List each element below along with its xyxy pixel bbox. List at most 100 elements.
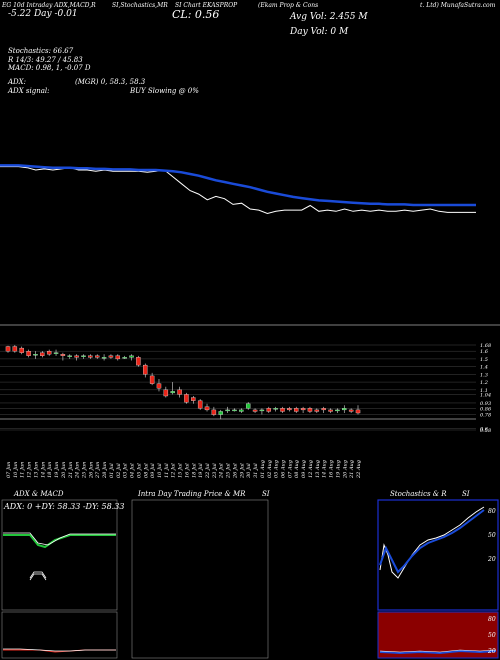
candle bbox=[170, 382, 175, 395]
candle-body bbox=[211, 409, 217, 415]
date-tick-label: 10 Jun bbox=[13, 462, 19, 478]
price-tick-label: 1.04 bbox=[480, 392, 491, 398]
candle bbox=[101, 354, 107, 361]
candle-body bbox=[191, 397, 196, 401]
adx-pane-title: ADX & MACD bbox=[14, 490, 64, 498]
date-tick-label: 13 Aug bbox=[315, 460, 321, 478]
candle-body bbox=[163, 389, 169, 397]
date-tick-label: 22 Aug bbox=[356, 460, 362, 479]
intraday-pane-frame bbox=[131, 499, 269, 659]
date-tick-label: 09 Jul bbox=[150, 463, 156, 478]
candle bbox=[19, 346, 24, 355]
header-title-far: (Ekam Prop & Cons bbox=[258, 2, 319, 9]
candle bbox=[294, 406, 299, 413]
stat-adx-values: (MGR) 0, 58.3, 58.3 bbox=[75, 78, 146, 86]
candle-body bbox=[101, 357, 107, 359]
date-tick-label: 19 Jul bbox=[198, 463, 204, 478]
macd-white-line bbox=[3, 648, 116, 652]
date-tick-label: 04 Jul bbox=[130, 463, 136, 478]
price-tick-label: 1.4 bbox=[480, 365, 488, 371]
candle bbox=[26, 349, 31, 358]
price-tick-label: 1.5 bbox=[480, 357, 488, 363]
rsi-tick-20: 20 bbox=[488, 648, 496, 655]
candle bbox=[197, 399, 203, 410]
ema-line bbox=[0, 164, 476, 207]
date-tick-label: 09 Aug bbox=[301, 460, 307, 478]
candle bbox=[259, 408, 265, 415]
candle-body bbox=[156, 383, 162, 389]
candle-body bbox=[67, 355, 72, 357]
candle-body bbox=[348, 409, 354, 412]
date-tick-label: 12 Jun bbox=[27, 462, 33, 478]
candle-body bbox=[74, 355, 79, 358]
adx-white-line bbox=[3, 532, 116, 546]
date-tick-label: 11 Jul bbox=[164, 463, 170, 478]
price-axis-labels: 1.681.6 1.5 1.41.3 1.2 1.11.04 0.930.860.78 0.… bbox=[480, 343, 492, 434]
adx-green-line bbox=[3, 534, 116, 549]
candle-body bbox=[40, 352, 45, 356]
date-tick-label: 05 Aug bbox=[274, 460, 280, 478]
date-tick-label: 25 Jun bbox=[82, 462, 88, 479]
date-tick-label: 21 Aug bbox=[349, 460, 355, 479]
stat-stochastics: Stochastics: 66.67 bbox=[8, 47, 74, 55]
candle bbox=[108, 354, 114, 359]
date-tick-label: 14 Aug bbox=[322, 460, 328, 478]
candle bbox=[204, 403, 210, 412]
date-axis-labels: 07 Jun 10 Jun 11 Jun 12 Jun 13 Jun 14 Jun 18 J… bbox=[6, 460, 362, 479]
price-tick-label: 0.93 bbox=[480, 401, 491, 407]
price-tick-label: 0.78 bbox=[480, 413, 491, 419]
candle bbox=[40, 351, 45, 358]
candle bbox=[33, 351, 38, 359]
date-tick-label: 28 Jun bbox=[102, 462, 108, 479]
date-tick-label: 12 Jul bbox=[171, 463, 177, 478]
candle-body bbox=[95, 355, 100, 358]
candle bbox=[177, 386, 182, 398]
candle-body bbox=[239, 409, 244, 412]
close-price-line bbox=[0, 166, 476, 215]
candle-body bbox=[5, 346, 11, 352]
date-tick-label: 26 Jul bbox=[233, 463, 239, 479]
candle-body bbox=[342, 408, 347, 411]
date-tick-label: 27 Jun bbox=[95, 462, 101, 479]
candle bbox=[342, 405, 347, 413]
candle-body bbox=[197, 400, 203, 409]
header-title-end: t. Ltd) MunafaSutra.com bbox=[420, 2, 496, 9]
price-tick-label: 1.2 bbox=[480, 380, 488, 386]
candle bbox=[191, 396, 196, 404]
price-tick-label: 0.86 bbox=[480, 406, 492, 412]
candle-body bbox=[46, 351, 52, 355]
candle bbox=[5, 345, 11, 353]
date-tick-label: 06 Aug bbox=[281, 460, 287, 478]
candle-body bbox=[300, 408, 306, 411]
date-tick-label: 08 Jul bbox=[143, 463, 149, 478]
header-title-mid: SI,Stochastics,MR bbox=[112, 2, 168, 9]
candle bbox=[143, 363, 148, 378]
candle bbox=[225, 406, 230, 413]
price-tick-label: 0.58 bbox=[480, 428, 491, 434]
stat-buy-slowing: BUY Slowing @ 0% bbox=[130, 87, 199, 95]
candle bbox=[81, 354, 86, 359]
candle-body bbox=[252, 409, 258, 412]
candle-body bbox=[225, 409, 230, 412]
date-tick-label: 26 Jun bbox=[88, 462, 94, 479]
adx-pane-frame bbox=[1, 499, 118, 611]
stoch-blue-line bbox=[379, 509, 485, 574]
stoch-si-label: SI bbox=[462, 490, 470, 498]
date-tick-label: 13 Jun bbox=[34, 462, 40, 478]
candle-body bbox=[177, 389, 182, 395]
date-tick-label: 21 Jun bbox=[68, 462, 74, 479]
main-price-chart: 1.681.6 1.5 1.41.3 1.2 1.11.04 0.930.860.78 0.… bbox=[0, 164, 500, 479]
date-tick-label: 08 Aug bbox=[294, 460, 300, 478]
date-tick-label: 14 Jun bbox=[40, 462, 46, 478]
stat-macd: MACD: 0.98, 1, -0.07 D bbox=[8, 64, 91, 72]
date-tick-label: 19 Jun bbox=[54, 462, 60, 478]
candle bbox=[252, 408, 258, 413]
date-tick-label: 18 Jun bbox=[47, 462, 53, 478]
date-tick-label: 25 Jul bbox=[226, 463, 232, 479]
candle bbox=[314, 408, 320, 413]
candle bbox=[163, 386, 169, 398]
candle-body bbox=[273, 408, 278, 410]
candle-body bbox=[19, 347, 24, 353]
candle-body bbox=[218, 411, 223, 415]
